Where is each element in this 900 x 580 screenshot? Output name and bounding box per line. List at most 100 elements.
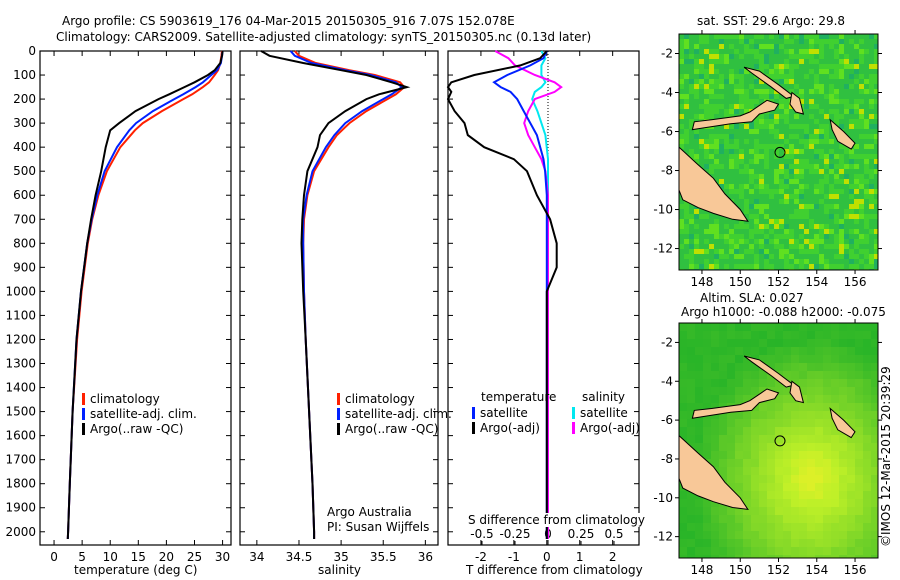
map-cell <box>767 515 775 523</box>
map-cell <box>714 234 719 239</box>
map-cell <box>855 323 863 331</box>
map-cell <box>789 199 794 204</box>
map-cell <box>735 363 743 371</box>
map-y-tick-label: -12 <box>653 242 673 256</box>
map-cell <box>775 403 783 411</box>
map-cell <box>744 64 749 69</box>
map-cell <box>689 49 694 54</box>
map-cell <box>839 164 844 169</box>
map-cell <box>735 331 743 339</box>
map-cell <box>743 323 751 331</box>
map-cell <box>874 259 878 264</box>
map-cell <box>863 371 871 379</box>
map-cell <box>699 54 704 59</box>
map-cell <box>839 214 844 219</box>
map-cell <box>735 555 743 558</box>
map-cell <box>804 219 809 224</box>
map-cell <box>729 254 734 259</box>
map-cell <box>859 34 864 39</box>
map-cell <box>784 169 789 174</box>
map-cell <box>739 249 744 254</box>
map-cell <box>814 39 819 44</box>
map-cell <box>829 174 834 179</box>
map-cell <box>739 254 744 259</box>
map-cell <box>779 144 784 149</box>
map-cell <box>775 547 783 555</box>
map-cell <box>863 475 871 483</box>
map-cell <box>774 159 779 164</box>
map-cell <box>839 119 844 124</box>
map-cell <box>834 169 839 174</box>
map-cell <box>779 79 784 84</box>
map-cell <box>839 539 847 547</box>
map-cell <box>834 184 839 189</box>
map-cell <box>784 124 789 129</box>
map-cell <box>759 199 764 204</box>
map-cell <box>869 189 874 194</box>
map-cell <box>864 44 869 49</box>
map-cell <box>719 395 727 403</box>
map-cell <box>735 483 743 491</box>
map-cell <box>831 523 839 531</box>
map-cell <box>704 64 709 69</box>
map-cell <box>719 427 727 435</box>
map-cell <box>807 459 815 467</box>
map-cell <box>749 264 754 269</box>
map-cell <box>869 59 874 64</box>
map-cell <box>744 54 749 59</box>
map-y-tick-label: -12 <box>653 530 673 544</box>
map-cell <box>804 114 809 119</box>
map-cell <box>823 355 831 363</box>
map-cell <box>684 139 689 144</box>
map-cell <box>699 44 704 49</box>
map-cell <box>834 69 839 74</box>
map-cell <box>844 234 849 239</box>
map-cell <box>687 515 695 523</box>
map-cell <box>863 363 871 371</box>
map-cell <box>699 159 704 164</box>
map-cell <box>724 154 729 159</box>
map-cell <box>679 363 687 371</box>
map-cell <box>779 154 784 159</box>
map-cell <box>824 264 829 269</box>
map-cell <box>874 84 878 89</box>
map-cell <box>855 443 863 451</box>
map-cell <box>799 403 807 411</box>
map-cell <box>783 395 791 403</box>
map-cell <box>874 219 878 224</box>
map-cell <box>784 119 789 124</box>
map-cell <box>744 254 749 259</box>
map-cell <box>855 499 863 507</box>
map-cell <box>859 119 864 124</box>
map-cell <box>724 139 729 144</box>
map-cell <box>749 34 754 39</box>
map-cell <box>854 164 859 169</box>
map-cell <box>729 184 734 189</box>
temp-legend-label: Argo(..raw -QC) <box>90 422 183 436</box>
map-cell <box>789 204 794 209</box>
map-cell <box>784 39 789 44</box>
map-cell <box>704 114 709 119</box>
map-cell <box>759 355 767 363</box>
map-cell <box>799 254 804 259</box>
map-cell <box>874 209 878 214</box>
map-cell <box>774 254 779 259</box>
map-cell <box>874 159 878 164</box>
map-cell <box>703 347 711 355</box>
map-cell <box>689 79 694 84</box>
map-cell <box>844 259 849 264</box>
map-cell <box>743 515 751 523</box>
map-cell <box>709 139 714 144</box>
map-cell <box>734 89 739 94</box>
map-cell <box>734 104 739 109</box>
map-cell <box>679 499 687 507</box>
map-cell <box>734 34 739 39</box>
map-cell <box>684 119 689 124</box>
map-cell <box>764 254 769 259</box>
map-cell <box>871 331 878 339</box>
map-cell <box>794 89 799 94</box>
map-cell <box>694 54 699 59</box>
map-cell <box>839 54 844 59</box>
map-cell <box>754 204 759 209</box>
map-cell <box>794 79 799 84</box>
